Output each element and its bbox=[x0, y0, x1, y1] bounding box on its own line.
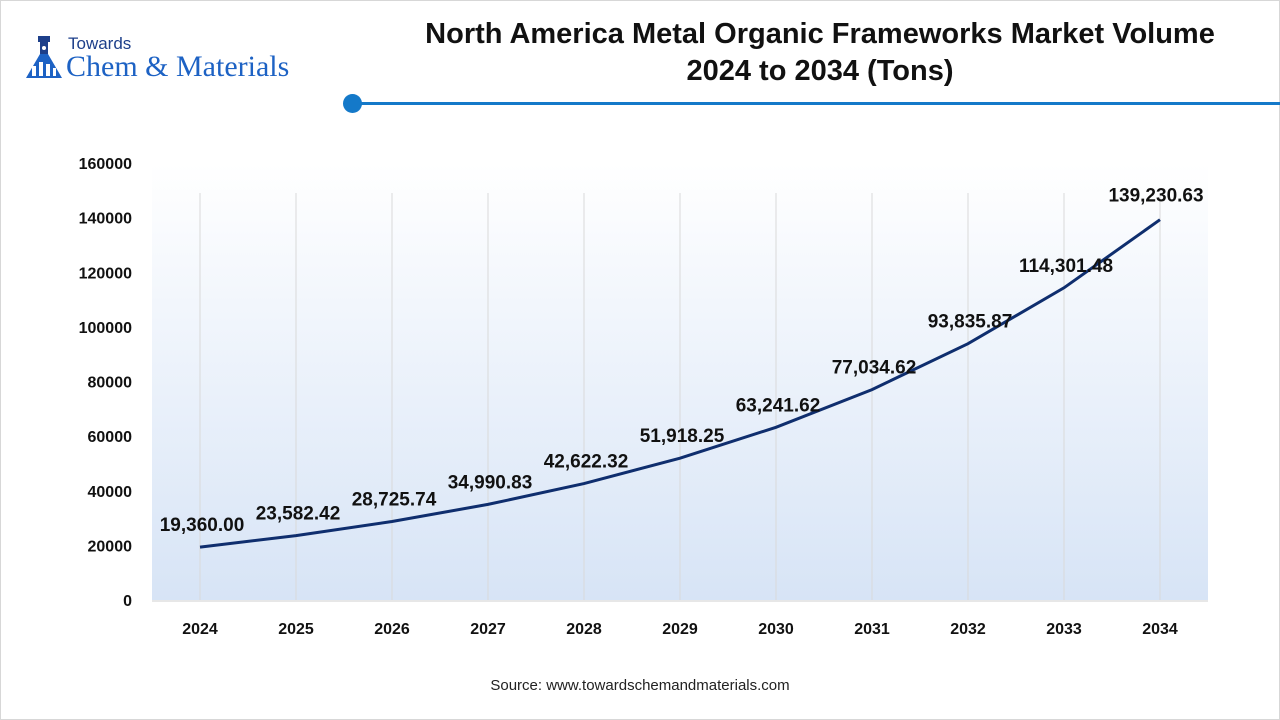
data-label-2032: 93,835.87 bbox=[928, 312, 1013, 333]
x-axis: 2024 2025 2026 2027 2028 2029 2030 2031 2032 2033… bbox=[152, 600, 1208, 638]
logo-towards-text: Towards bbox=[68, 34, 132, 53]
x-tick-label-2024: 2024 bbox=[182, 621, 218, 638]
y-tick-label: 0 bbox=[123, 593, 132, 610]
x-tick-label-2030: 2030 bbox=[758, 621, 794, 638]
vertical-gridlines bbox=[199, 193, 1161, 600]
y-tick-label: 40000 bbox=[88, 484, 133, 501]
y-tick-label: 20000 bbox=[88, 538, 133, 555]
x-tick-label-2031: 2031 bbox=[854, 621, 890, 638]
x-tick-label-2028: 2028 bbox=[566, 621, 602, 638]
title-underline-dot bbox=[343, 94, 362, 113]
data-label-2034: 139,230.63 bbox=[1108, 186, 1203, 207]
chart-title-line-2: 2024 to 2034 (Tons) bbox=[686, 55, 954, 87]
source-note: Source: www.towardschemandmaterials.com bbox=[490, 677, 790, 694]
data-label-2028: 42,622.32 bbox=[544, 452, 629, 473]
x-tick-label-2027: 2027 bbox=[470, 621, 506, 638]
chart-title: North America Metal Organic Frameworks M… bbox=[370, 16, 1270, 90]
x-tick-label-2034: 2034 bbox=[1142, 621, 1178, 638]
y-tick-label: 120000 bbox=[79, 265, 132, 282]
x-tick-label-2033: 2033 bbox=[1046, 621, 1082, 638]
x-tick-label-2032: 2032 bbox=[950, 621, 986, 638]
series-line bbox=[199, 218, 1161, 549]
data-label-2033: 114,301.48 bbox=[1019, 256, 1113, 277]
x-tick-label-2029: 2029 bbox=[662, 621, 698, 638]
logo-brand-text: Chem & Materials bbox=[66, 50, 290, 83]
title-underline bbox=[352, 102, 1280, 105]
data-label-2029: 51,918.25 bbox=[640, 426, 725, 447]
chart-title-line-1: North America Metal Organic Frameworks M… bbox=[425, 18, 1215, 50]
data-label-2030: 63,241.62 bbox=[736, 395, 821, 416]
data-label-2024: 19,360.00 bbox=[160, 515, 245, 536]
brand-logo: Towards Chem & Materials bbox=[22, 34, 342, 90]
data-labels: 19,360.00 23,582.42 28,725.74 34,990.83 42,6… bbox=[160, 186, 1204, 536]
y-tick-label: 160000 bbox=[79, 156, 132, 173]
data-label-2026: 28,725.74 bbox=[352, 490, 437, 511]
y-tick-label: 100000 bbox=[79, 320, 132, 337]
data-label-2027: 34,990.83 bbox=[448, 472, 533, 493]
data-label-2025: 23,582.42 bbox=[256, 504, 341, 525]
y-axis: 0 20000 40000 60000 80000 100000 120000 140000 1… bbox=[79, 156, 132, 610]
flask-icon bbox=[26, 36, 62, 78]
x-tick-label-2025: 2025 bbox=[278, 621, 314, 638]
y-tick-label: 60000 bbox=[88, 429, 133, 446]
x-tick-label-2026: 2026 bbox=[374, 621, 410, 638]
data-label-2031: 77,034.62 bbox=[832, 358, 917, 379]
y-tick-label: 80000 bbox=[88, 375, 133, 392]
y-tick-label: 140000 bbox=[79, 211, 132, 228]
